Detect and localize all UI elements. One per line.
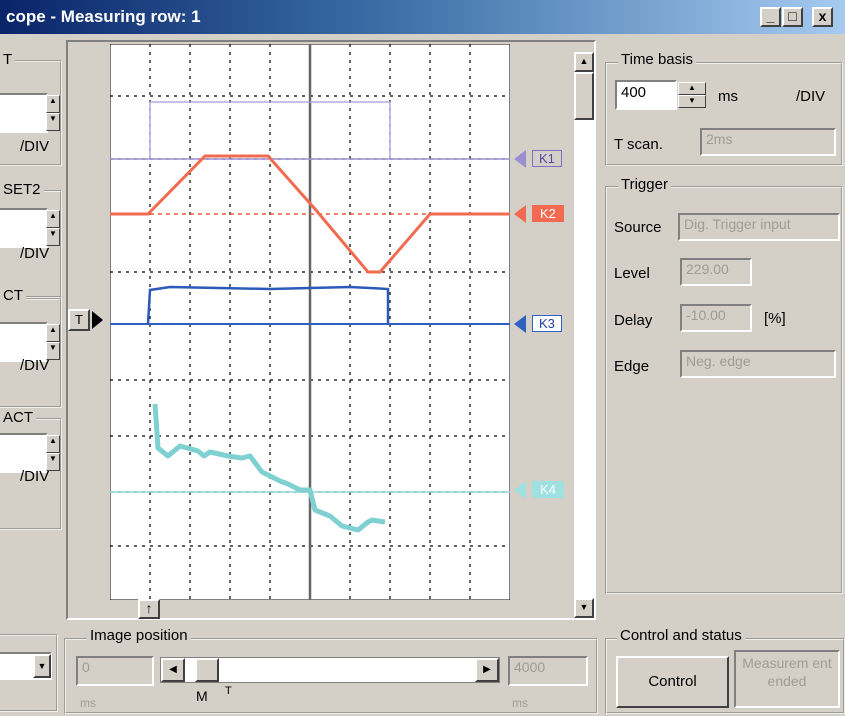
channel-2-value-field[interactable] xyxy=(0,208,48,248)
k4-pointer-icon xyxy=(514,481,526,499)
channel-3-spin-up[interactable]: ▲ xyxy=(46,324,60,342)
slider-right-icon[interactable]: ▶ xyxy=(475,658,499,682)
slider-thumb[interactable] xyxy=(195,658,219,682)
channel-group-3 xyxy=(0,296,62,408)
time-basis-input[interactable]: 400 xyxy=(615,80,677,110)
k2-trace xyxy=(110,154,510,274)
k4-label: K4 xyxy=(532,481,564,498)
channel-group-4-label: ACT xyxy=(0,409,36,426)
channel-1-value-field[interactable] xyxy=(0,93,48,133)
time-basis-spin-up[interactable]: ▲ xyxy=(678,82,706,95)
channel-3-unit: /DIV xyxy=(20,357,50,374)
k1-label: K1 xyxy=(532,150,562,167)
channel-group-1-label: T xyxy=(0,51,16,68)
channel-4-value-field[interactable] xyxy=(0,433,48,473)
trigger-level-label: Level xyxy=(614,265,650,282)
trigger-source-label: Source xyxy=(614,219,662,236)
channel-4-spin-down[interactable]: ▼ xyxy=(46,453,60,471)
image-end-field: 4000 xyxy=(508,656,588,686)
trigger-delay-label: Delay xyxy=(614,312,653,329)
control-button[interactable]: Control xyxy=(616,656,729,708)
channel-marker-k1[interactable]: K1 xyxy=(514,150,570,168)
k2-label: K2 xyxy=(532,205,564,222)
image-position-group xyxy=(64,638,598,714)
control-status-legend: Control and status xyxy=(617,627,745,644)
trigger-marker-label: T xyxy=(68,309,90,331)
scroll-up-icon[interactable]: ▲ xyxy=(574,52,594,72)
channel-3-value-field[interactable] xyxy=(0,322,48,362)
image-position-legend: Image position xyxy=(87,627,191,644)
k2-pointer-icon xyxy=(514,205,526,223)
time-basis-spin-down[interactable]: ▼ xyxy=(678,95,706,108)
scroll-thumb[interactable] xyxy=(574,72,594,120)
k4-trace xyxy=(152,403,386,533)
image-position-slider[interactable]: ◀ ▶ xyxy=(160,657,500,683)
channel-2-spin-down[interactable]: ▼ xyxy=(46,228,60,246)
channel-3-spin-down[interactable]: ▼ xyxy=(46,342,60,360)
close-button[interactable]: x xyxy=(812,7,833,27)
channel-group-3-label: CT xyxy=(0,287,26,304)
channel-4-unit: /DIV xyxy=(20,468,50,485)
slider-m-label: M xyxy=(196,688,208,704)
tscan-field: 2ms xyxy=(700,128,836,156)
slider-t-label: T xyxy=(225,685,232,697)
time-basis-group xyxy=(605,62,843,166)
trigger-group xyxy=(605,186,843,594)
channel-1-spin-down[interactable]: ▼ xyxy=(46,113,60,131)
time-basis-legend: Time basis xyxy=(618,51,696,68)
trigger-delay-field: -10.00 xyxy=(680,304,752,332)
left-panel: T ▲ ▼ /DIV SET2 ▲ ▼ /DIV CT ▲ ▼ /DIV ACT… xyxy=(0,40,70,610)
minimize-button[interactable]: _ xyxy=(760,7,781,27)
left-bottom-group xyxy=(0,634,58,712)
time-basis-unit-div: /DIV xyxy=(796,88,826,105)
vertical-scrollbar[interactable]: ▲ ▼ xyxy=(574,52,594,618)
trigger-edge-label: Edge xyxy=(614,358,650,375)
maximize-button[interactable]: □ xyxy=(782,7,803,27)
slider-left-icon[interactable]: ◀ xyxy=(161,658,185,682)
title-bar: cope - Measuring row: 1 _ □ x xyxy=(0,0,845,34)
trigger-delay-unit: [%] xyxy=(764,310,786,327)
trigger-source-field: Dig. Trigger input xyxy=(678,213,840,241)
scope-display xyxy=(110,44,510,600)
scroll-down-icon[interactable]: ▼ xyxy=(574,598,594,618)
window-title: cope - Measuring row: 1 xyxy=(6,7,201,26)
trigger-level-field: 229.00 xyxy=(680,258,752,286)
time-basis-unit-ms: ms xyxy=(718,88,738,105)
channel-marker-k3[interactable]: K3 xyxy=(514,315,570,333)
channel-1-spin-up[interactable]: ▲ xyxy=(46,95,60,113)
k1-trace xyxy=(149,101,391,159)
channel-2-spin-up[interactable]: ▲ xyxy=(46,210,60,228)
channel-1-unit: /DIV xyxy=(20,138,50,155)
k3-label: K3 xyxy=(532,315,562,332)
status-field: Measurem ent ended xyxy=(734,650,840,708)
image-start-unit: ms xyxy=(80,696,96,710)
dropdown-chevron-icon[interactable]: ▼ xyxy=(33,654,51,678)
channel-group-1 xyxy=(0,60,62,166)
image-end-unit: ms xyxy=(512,696,528,710)
trigger-marker[interactable]: T xyxy=(68,309,104,331)
channel-2-unit: /DIV xyxy=(20,245,50,262)
trigger-arrow-icon xyxy=(92,311,103,329)
k1-pointer-icon xyxy=(514,150,526,168)
trigger-legend: Trigger xyxy=(618,176,671,193)
trigger-edge-field: Neg. edge xyxy=(680,350,836,378)
k3-pointer-icon xyxy=(514,315,526,333)
image-start-field: 0 xyxy=(76,656,154,686)
k3-trace xyxy=(146,285,390,325)
tscan-label: T scan. xyxy=(614,136,663,153)
channel-marker-k4[interactable]: K4 xyxy=(514,481,570,499)
channel-group-2-label: SET2 xyxy=(0,181,44,198)
channel-4-spin-up[interactable]: ▲ xyxy=(46,435,60,453)
channel-marker-k2[interactable]: K2 xyxy=(514,205,570,223)
bottom-marker[interactable]: ↑ xyxy=(138,599,160,619)
